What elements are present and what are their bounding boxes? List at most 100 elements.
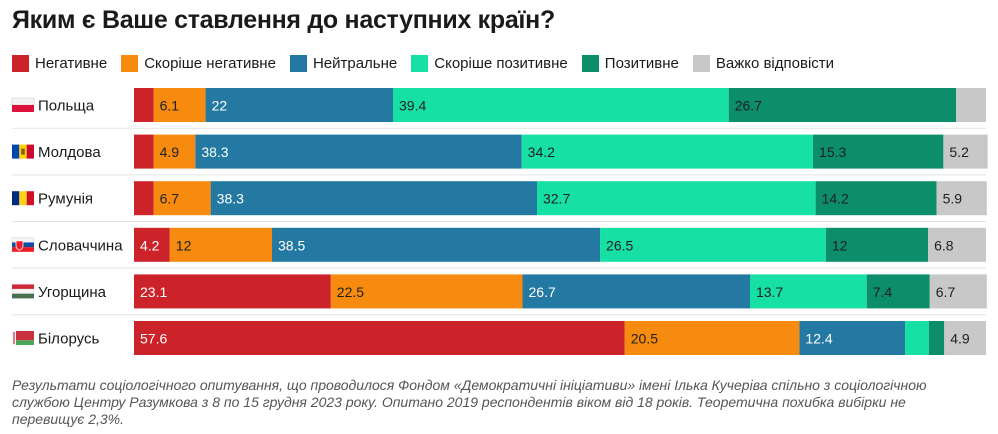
bar-segment-важко-відповісти <box>929 274 987 309</box>
poland-flag-white <box>11 97 35 106</box>
legend-label-negative: Негативне <box>35 54 108 72</box>
bar-segment-негативне <box>134 321 625 355</box>
legend-label-neutral: Нейтральне <box>312 54 398 72</box>
data-label: 14.2 <box>822 191 849 207</box>
bar-segment-нейтральне <box>210 181 537 216</box>
data-label: 34.2 <box>528 144 555 160</box>
bar-segment-скоріше-позитивне <box>521 134 814 169</box>
category-label: Угорщина <box>38 284 107 301</box>
data-label: 22 <box>212 98 228 114</box>
moldova-flag-red <box>26 144 34 159</box>
legend-item-hard-to-say: Важко відповісти <box>692 54 835 72</box>
survey-footnote: Результати соціологічного опитування, що… <box>12 377 927 427</box>
data-label: 39.4 <box>399 98 426 114</box>
belarus-flag-ornament <box>13 332 15 344</box>
category-label: Словаччина <box>38 237 123 254</box>
hungary-flag-red <box>12 284 34 290</box>
belarus-flag-green <box>12 340 34 345</box>
category-label: Молдова <box>38 144 101 161</box>
slovakia-flag-shield <box>15 240 24 251</box>
legend-item-rather-positive: Скоріше позитивне <box>411 54 568 72</box>
data-label: 38.3 <box>217 191 244 207</box>
bar-segment-негативне <box>134 134 154 169</box>
legend-item-neutral: Нейтральне <box>289 54 398 72</box>
hungary-flag-green <box>12 293 34 299</box>
bar-segment-важко-відповісти <box>943 134 988 169</box>
legend-swatch-positive <box>581 54 599 72</box>
legend-item-positive: Позитивне <box>581 54 679 72</box>
bar-segment-негативне <box>134 181 154 216</box>
legend-label-hard-to-say: Важко відповісти <box>715 54 835 72</box>
hungary-flag-white <box>11 288 35 294</box>
data-label: 15.3 <box>819 144 846 160</box>
data-label: 20.5 <box>631 331 658 347</box>
bar-segment-скоріше-негативне <box>153 181 211 216</box>
bar-segment-скоріше-негативне <box>153 134 196 169</box>
category-label: Польща <box>38 98 95 115</box>
bar-segment-позитивне <box>825 227 929 262</box>
data-label: 26.7 <box>735 98 762 114</box>
moldova-flag-emblem <box>21 148 25 155</box>
chart-title: Яким є Ваше ставлення до наступних країн… <box>12 6 555 34</box>
data-label: 5.9 <box>943 191 963 207</box>
bar-segment-скоріше-негативне <box>169 227 273 262</box>
data-label: 6.7 <box>936 284 956 300</box>
category-label: Білорусь <box>38 331 99 348</box>
bar-segment-важко-відповісти <box>936 181 987 216</box>
data-label: 7.4 <box>873 284 893 300</box>
bar-segment-важко-відповісти <box>944 321 986 355</box>
legend-item-rather-negative: Скоріше негативне <box>121 54 276 72</box>
data-label: 4.9 <box>950 331 970 347</box>
data-label: 5.2 <box>949 144 969 160</box>
bar-segment-скоріше-позитивне <box>600 227 826 262</box>
bar-segment-негативне <box>134 227 170 262</box>
bar-segment-нейтральне <box>799 321 906 355</box>
bar-segment-позитивне <box>866 274 930 309</box>
data-label: 23.1 <box>140 284 167 300</box>
romania-flag-blue <box>12 191 20 206</box>
bar-segment-скоріше-позитивне <box>905 321 929 355</box>
bar-segment-скоріше-негативне <box>330 274 523 309</box>
category-label: Румунія <box>38 191 93 208</box>
bar-segment-важко-відповісти <box>928 227 986 262</box>
bar-segment-нейтральне <box>205 88 394 122</box>
data-label: 13.7 <box>756 284 783 300</box>
data-label: 12.4 <box>805 331 832 347</box>
slovakia-flag-red <box>12 247 34 252</box>
data-label: 6.7 <box>160 191 180 207</box>
data-label: 6.1 <box>160 98 180 114</box>
poland-flag-red <box>12 105 34 112</box>
data-label: 6.8 <box>934 237 954 253</box>
data-label: 4.9 <box>160 144 180 160</box>
legend-swatch-hard-to-say <box>692 54 710 72</box>
belarus-flag-red <box>12 331 34 341</box>
bar-segment-позитивне <box>813 134 944 169</box>
data-label: 32.7 <box>543 191 570 207</box>
bar-segment-скоріше-позитивне <box>536 181 816 216</box>
data-label: 12 <box>832 237 848 253</box>
legend-label-positive: Позитивне <box>604 54 679 72</box>
bar-segment-скоріше-позитивне <box>749 274 867 309</box>
data-label: 12 <box>176 237 192 253</box>
bar-segment-позитивне <box>928 321 945 355</box>
data-label: 4.2 <box>140 237 160 253</box>
data-label: 22.5 <box>337 284 364 300</box>
moldova-flag-blue <box>12 144 20 159</box>
data-label: 26.5 <box>606 237 633 253</box>
legend-swatch-rather-negative <box>121 54 139 72</box>
legend: Негативне Скоріше негативне Нейтральне С… <box>12 52 848 74</box>
bar-segment-важко-відповісти <box>956 88 986 122</box>
legend-swatch-neutral <box>289 54 307 72</box>
bar-segment-позитивне <box>728 88 957 122</box>
bar-segment-нейтральне <box>522 274 750 309</box>
bar-segment-негативне <box>134 88 154 122</box>
legend-swatch-rather-positive <box>411 54 429 72</box>
romania-flag-red <box>26 191 34 206</box>
legend-label-rather-positive: Скоріше позитивне <box>434 54 568 72</box>
legend-swatch-negative <box>12 54 29 72</box>
bar-segment-скоріше-позитивне <box>393 88 729 122</box>
romania-flag-yellow <box>19 191 27 206</box>
bar-segment-нейтральне <box>272 227 601 262</box>
legend-item-negative: Негативне <box>12 54 108 72</box>
